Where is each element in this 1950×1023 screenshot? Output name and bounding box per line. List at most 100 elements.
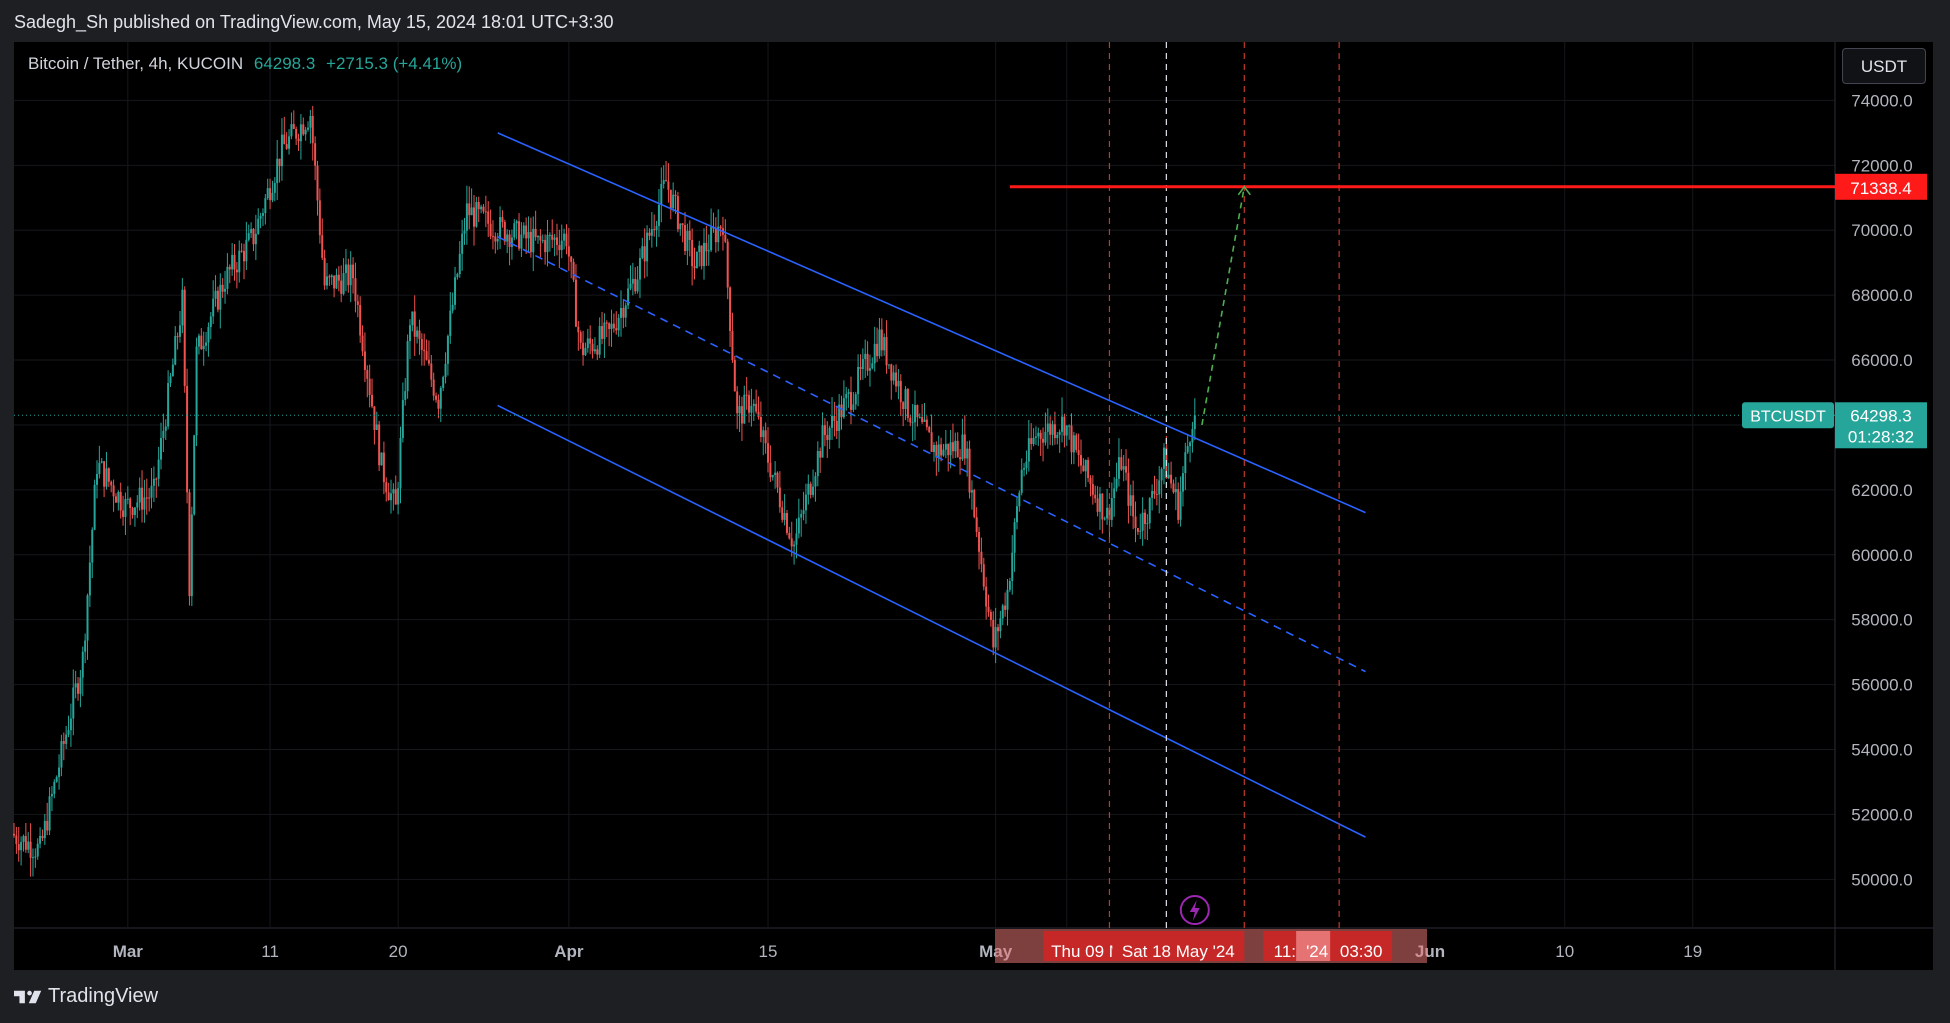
candle-body	[785, 512, 788, 533]
candle-body	[129, 498, 132, 509]
candle-body	[29, 841, 32, 858]
candle-body	[804, 494, 807, 511]
candle-body	[506, 234, 509, 242]
candle-body	[935, 445, 938, 458]
candle-body	[58, 767, 61, 778]
candle-body	[944, 443, 947, 450]
candle-body	[522, 225, 525, 235]
candle-body	[707, 250, 710, 252]
candle-body	[496, 238, 499, 242]
candle-body	[212, 298, 215, 317]
candle-body	[776, 472, 779, 488]
candle-body	[347, 264, 350, 286]
candle-body	[430, 363, 433, 380]
symbol-title: Bitcoin / Tether, 4h, KUCOIN	[28, 54, 244, 73]
candle-body	[385, 482, 388, 493]
candle-body	[41, 835, 44, 839]
candle-body	[676, 196, 679, 230]
candle-body	[622, 308, 625, 318]
candle-body	[465, 203, 468, 231]
candle-body	[966, 448, 969, 459]
publisher-line: Sadegh_Sh published on TradingView.com, …	[14, 12, 614, 32]
candle-body	[1136, 528, 1139, 532]
countdown-label: 01:28:32	[1848, 427, 1914, 446]
candle-body	[738, 406, 741, 414]
candle-body	[126, 498, 129, 500]
candle-body	[1001, 605, 1004, 619]
candle-body	[1134, 516, 1137, 529]
candle-body	[1082, 465, 1085, 472]
candle-body	[1027, 438, 1030, 462]
candle-body	[205, 342, 208, 346]
candle-body	[831, 415, 834, 428]
candle-body	[783, 512, 786, 520]
candle-body	[840, 404, 843, 418]
marker-time-label: 03:30	[1340, 942, 1383, 961]
candle-body	[963, 434, 966, 459]
projection-line	[1201, 186, 1246, 426]
candle-body	[299, 124, 302, 142]
candle-body	[480, 206, 483, 210]
currency-button[interactable]: USDT	[1842, 48, 1926, 84]
candle-body	[1023, 468, 1026, 470]
candle-body	[627, 288, 630, 306]
candle-body	[942, 449, 945, 456]
candle-body	[975, 517, 978, 532]
candle-body	[1006, 589, 1009, 610]
candle-body	[629, 283, 632, 289]
candle-body	[1025, 461, 1028, 469]
candle-body	[537, 235, 540, 238]
candle-body	[148, 497, 151, 499]
candle-body	[425, 351, 428, 360]
candle-body	[124, 499, 127, 517]
y-tick-label: 58000.0	[1851, 611, 1912, 630]
candle-body	[764, 430, 767, 444]
candle-body	[684, 225, 687, 252]
candle-body	[755, 403, 758, 412]
candle-body	[1110, 498, 1113, 520]
candle-body	[1127, 472, 1130, 506]
candle-body	[513, 223, 516, 238]
candle-body	[314, 143, 317, 166]
candle-body	[1039, 432, 1042, 439]
candle-body	[112, 485, 115, 497]
candle-body	[932, 445, 935, 452]
candle-body	[458, 253, 461, 275]
candle-body	[700, 245, 703, 267]
tradingview-logo[interactable]: TradingView	[14, 985, 158, 1008]
candle-body	[145, 497, 148, 499]
candle-body	[254, 233, 257, 245]
candle-body	[107, 468, 110, 482]
candle-body	[399, 437, 402, 489]
candle-body	[468, 203, 471, 216]
candle-body	[152, 478, 155, 486]
drawings	[14, 42, 1835, 928]
candle-body	[1042, 438, 1045, 443]
candle-body	[292, 124, 295, 129]
candle-body	[906, 389, 909, 418]
candle-body	[1181, 473, 1184, 492]
candle-body	[857, 366, 860, 395]
candle-body	[1113, 488, 1116, 499]
candle-body	[288, 136, 291, 149]
candle-body	[333, 275, 336, 289]
candle-body	[1015, 506, 1018, 523]
candle-body	[925, 419, 928, 428]
candle-body	[188, 492, 191, 597]
candle-body	[84, 640, 87, 652]
candle-body	[842, 398, 845, 418]
candle-body	[1075, 435, 1078, 451]
candle-body	[238, 250, 241, 273]
x-tick-label: Apr	[554, 942, 584, 961]
y-tick-label: 62000.0	[1851, 481, 1912, 500]
candle-body	[261, 213, 264, 216]
candle-body	[596, 349, 599, 355]
candle-body	[1070, 425, 1073, 453]
candle-body	[880, 329, 883, 351]
y-tick-label: 56000.0	[1851, 676, 1912, 695]
candle-body	[724, 234, 727, 242]
candle-body	[27, 841, 30, 850]
y-tick-label: 66000.0	[1851, 351, 1912, 370]
candle-body	[442, 377, 445, 388]
